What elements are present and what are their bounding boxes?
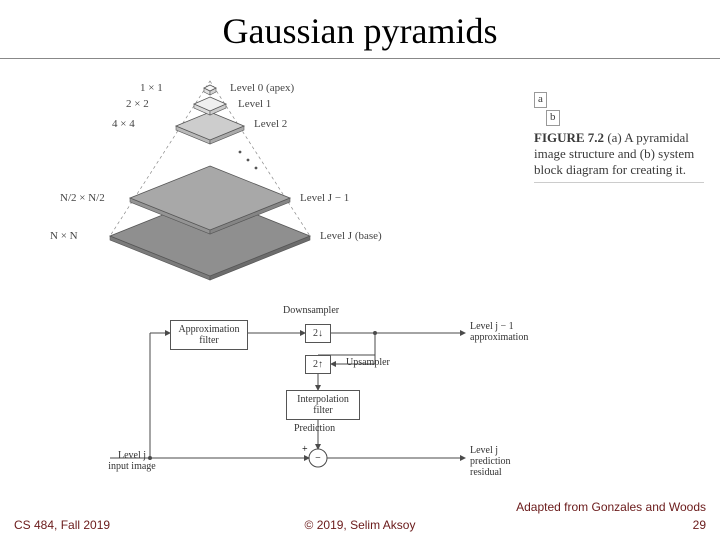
downsampler-label: Downsampler	[283, 305, 339, 316]
footer-center: © 2019, Selim Aksoy	[0, 518, 720, 532]
pyramid-level-label: Level 1	[238, 98, 271, 110]
pyramid-size-label: 4 × 4	[112, 118, 135, 130]
approx-filter-box: Approximationfilter	[170, 320, 248, 350]
pyramid-size-label: N/2 × N/2	[60, 192, 105, 204]
pyramid-level-label: Level J (base)	[320, 230, 382, 242]
pyramid-level-label: Level 0 (apex)	[230, 82, 294, 94]
input-label: Level jinput image	[92, 450, 172, 472]
svg-text:+: +	[302, 444, 308, 455]
pyramid-size-label: N × N	[50, 230, 78, 242]
pyramid-diagram: 1 × 1 2 × 2 4 × 4 N/2 × N/2 N × N Level 0 (ap…	[20, 70, 400, 290]
interp-filter-box: Interpolationfilter	[286, 390, 360, 420]
downsampler-box: 2↓	[305, 324, 331, 343]
residual-out-label: Level jpredictionresidual	[470, 445, 550, 478]
pyramid-level-label: Level J − 1	[300, 192, 349, 204]
upsampler-box: 2↑	[305, 355, 331, 374]
fig-tag-b: b	[546, 110, 560, 126]
block-diagram: −+ Approximationfilter 2↓ 2↑ Interpolati…	[100, 300, 620, 500]
pyramid-size-label: 1 × 1	[140, 82, 163, 94]
fig-label: FIGURE 7.2	[534, 130, 604, 145]
approx-out-label: Level j − 1approximation	[470, 321, 550, 343]
fig-tag-a: a	[534, 92, 547, 108]
pyramid-level-label: Level 2	[254, 118, 287, 130]
figure-caption: a b FIGURE 7.2 (a) A pyramidal image str…	[534, 90, 704, 183]
svg-text:−: −	[315, 453, 321, 464]
footer-right: 29	[693, 518, 706, 532]
prediction-label: Prediction	[294, 423, 335, 434]
pyramid-size-label: 2 × 2	[126, 98, 149, 110]
title-underline	[0, 58, 720, 59]
upsampler-label: Upsampler	[346, 357, 390, 368]
page-title: Gaussian pyramids	[0, 0, 720, 52]
attribution: Adapted from Gonzales and Woods	[516, 500, 706, 514]
